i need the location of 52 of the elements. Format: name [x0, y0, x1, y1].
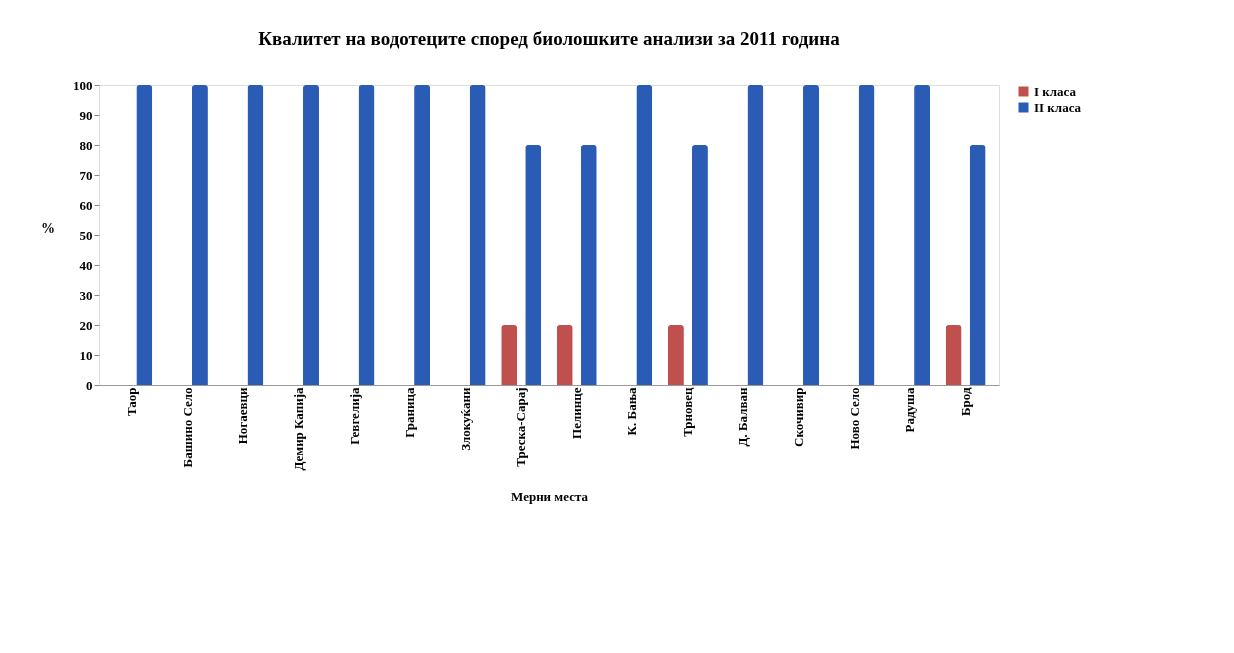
y-tick-label: 40 — [79, 257, 93, 273]
x-tick-label: Башино Село — [179, 387, 195, 468]
legend-label: II класа — [1034, 99, 1082, 115]
y-tick-label: 0 — [86, 377, 93, 393]
x-tick-label: Треска-Сарај — [513, 387, 529, 467]
y-tick-label: 70 — [79, 167, 93, 183]
bar — [747, 85, 764, 385]
y-tick-label: 30 — [79, 287, 93, 303]
bar — [469, 85, 486, 385]
bar — [914, 85, 931, 385]
x-tick-label: Скочивир — [791, 387, 806, 447]
x-tick-label: Гевгелија — [346, 387, 362, 445]
bar — [803, 85, 820, 385]
bar — [556, 325, 573, 385]
x-tick-label: К. Бања — [624, 387, 640, 436]
bar — [501, 325, 518, 385]
bar — [191, 85, 208, 385]
x-tick-label: Ново Село — [846, 387, 862, 450]
bar — [358, 85, 375, 385]
x-tick-label: Брод — [957, 387, 973, 417]
y-tick-label: 60 — [79, 197, 93, 213]
x-tick-label: Пелинце — [568, 387, 584, 439]
y-tick-label: 50 — [79, 227, 93, 243]
y-tick-label: 80 — [79, 137, 93, 153]
y-tick-label: 100 — [73, 77, 93, 93]
bar — [580, 145, 597, 385]
x-axis-title: Мерни места — [511, 488, 589, 504]
bar — [858, 85, 875, 385]
bar — [667, 325, 684, 385]
x-tick-label: Трновец — [679, 387, 695, 437]
bar — [136, 85, 153, 385]
x-tick-label: Радуша — [902, 387, 918, 433]
x-tick-label: Ногаевци — [235, 387, 251, 445]
bar — [247, 85, 264, 385]
y-axis-title: % — [41, 220, 55, 236]
bar — [691, 145, 708, 385]
x-tick-label: Злокуќани — [457, 387, 473, 451]
bar — [303, 85, 320, 385]
y-tick-label: 90 — [79, 107, 93, 123]
bar — [525, 145, 542, 385]
bar — [414, 85, 431, 385]
x-tick-label: Таор — [124, 387, 140, 417]
y-tick-label: 10 — [79, 347, 93, 363]
bar — [636, 85, 653, 385]
x-tick-label: Д. Балван — [735, 387, 751, 447]
x-tick-label: Демир Капија — [291, 387, 306, 471]
x-tick-label: Граница — [402, 387, 418, 438]
bar — [969, 145, 986, 385]
y-tick-label: 20 — [79, 317, 93, 333]
legend-label: I класа — [1034, 83, 1077, 99]
bar — [945, 325, 962, 385]
chart-title: Квалитет на водотеците според биолошките анализи за 2011 година — [258, 28, 841, 49]
